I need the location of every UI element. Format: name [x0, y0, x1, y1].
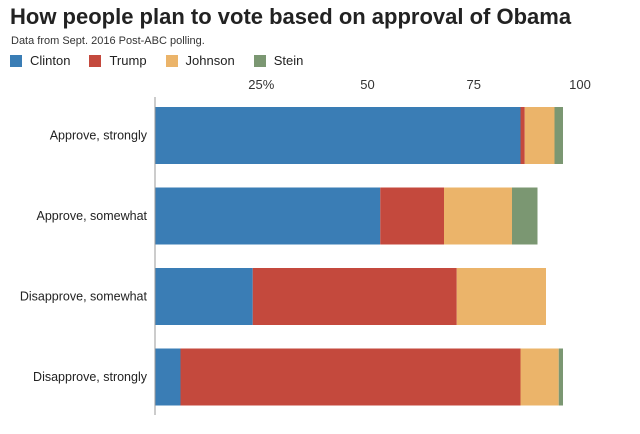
bar-johnson-approve-strongly [524, 107, 555, 164]
legend-swatch-johnson [165, 54, 178, 67]
legend: Clinton Trump Johnson Stein [10, 53, 322, 68]
chart-subtitle: Data from Sept. 2016 Post-ABC polling. [11, 35, 205, 47]
category-label: Approve, strongly [50, 129, 148, 143]
bar-johnson-disapprove-strongly [520, 348, 559, 406]
category-label: Disapprove, strongly [33, 370, 148, 384]
bar-clinton-disapprove-somewhat [155, 268, 253, 325]
bar-clinton-approve-strongly [155, 107, 521, 164]
x-tick-label: 50 [360, 77, 374, 92]
category-label: Disapprove, somewhat [20, 290, 148, 304]
legend-swatch-trump [89, 54, 102, 67]
legend-swatch-clinton [10, 54, 22, 67]
legend-label-stein: Stein [273, 53, 304, 68]
bar-trump-disapprove-somewhat [252, 268, 457, 325]
bar-trump-approve-somewhat [380, 187, 444, 245]
legend-item-stein: Stein [253, 53, 304, 68]
x-tick-label: 100 [569, 77, 591, 92]
legend-swatch-stein [253, 54, 266, 67]
bar-clinton-approve-somewhat [155, 187, 381, 245]
legend-item-clinton: Clinton [10, 53, 70, 68]
bar-stein-approve-somewhat [512, 187, 538, 245]
legend-item-trump: Trump [89, 53, 147, 68]
category-label: Approve, somewhat [37, 209, 148, 223]
x-tick-label: 75 [467, 77, 481, 92]
bar-johnson-disapprove-somewhat [456, 268, 546, 325]
bar-trump-approve-strongly [520, 107, 525, 164]
legend-label-clinton: Clinton [30, 53, 71, 68]
bar-johnson-approve-somewhat [444, 187, 512, 245]
chart-title: How people plan to vote based on approva… [10, 4, 572, 29]
legend-label-trump: Trump [109, 53, 147, 68]
legend-label-johnson: Johnson [185, 53, 235, 68]
bar-trump-disapprove-strongly [180, 348, 521, 406]
bar-clinton-disapprove-strongly [155, 348, 181, 406]
legend-item-johnson: Johnson [165, 53, 235, 68]
x-tick-label: 25% [248, 77, 274, 92]
bar-stein-disapprove-strongly [558, 348, 563, 406]
bar-stein-approve-strongly [554, 107, 563, 164]
